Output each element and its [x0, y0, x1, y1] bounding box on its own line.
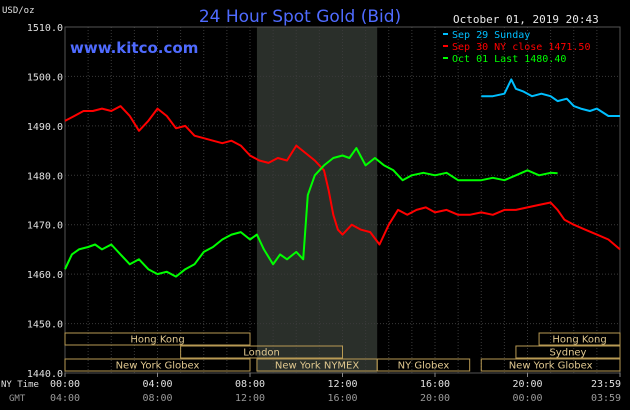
- market-box: [480, 358, 621, 372]
- ny-time-label: NY Time: [1, 380, 39, 390]
- y-axis-ticks: 1440.0 1450.0 1460.0 1470.0 1480.0 1490.0 1500…: [27, 23, 63, 380]
- x-tick-label: 20:00: [512, 379, 542, 390]
- legend-swatch: [443, 33, 448, 35]
- x-axis-ticks: 00:00 04:00 04:00 08:00 08:00 12:00 12:00 16:00…: [50, 373, 621, 404]
- market-hours: Hong Kong London New York Globex New York N…: [64, 332, 621, 372]
- legend-swatch: [443, 57, 448, 59]
- legend-item: Oct 01 Last 1480.40: [452, 54, 566, 65]
- market-label: New York NYMEX: [275, 361, 360, 372]
- market-label: Sydney: [549, 348, 586, 359]
- x-tick-label: 12:00: [327, 379, 357, 390]
- x-tick-label: 16:00: [420, 379, 450, 390]
- legend-item: Sep 30 NY close 1471.50: [452, 42, 590, 53]
- series-line: [481, 78, 620, 117]
- y-tick-label: 1510.0: [27, 23, 63, 34]
- shaded-region: [256, 27, 378, 373]
- grid: [64, 26, 621, 374]
- x-tick-label-gmt: 08:00: [142, 393, 172, 404]
- x-tick-label-gmt: 16:00: [327, 393, 357, 404]
- market-box: [64, 332, 251, 346]
- x-tick-label: 08:00: [235, 379, 265, 390]
- y-tick-label: 1460.0: [27, 270, 63, 281]
- market-label: NY Globex: [398, 361, 450, 372]
- series-line: [64, 147, 558, 278]
- market-box: [180, 345, 343, 359]
- x-tick-label-gmt: 04:00: [50, 393, 80, 404]
- y-tick-label: 1470.0: [27, 221, 63, 232]
- market-label: London: [243, 348, 280, 359]
- legend-swatch: [443, 45, 448, 47]
- gmt-label: GMT: [9, 394, 26, 404]
- x-tick-label-gmt: 03:59: [591, 393, 621, 404]
- market-label: Hong Kong: [552, 335, 606, 346]
- y-tick-label: 1500.0: [27, 72, 63, 83]
- series-line: [64, 105, 621, 251]
- x-tick-label-gmt: 12:00: [235, 393, 265, 404]
- y-axis-unit: USD/oz: [2, 6, 35, 16]
- market-box: [515, 345, 621, 359]
- market-label: Hong Kong: [130, 335, 184, 346]
- market-box: [376, 358, 471, 372]
- market-box: [64, 358, 251, 372]
- nymex-shade: [256, 27, 378, 373]
- market-box: [538, 332, 621, 346]
- legend: Sep 29 Sunday Sep 30 NY close 1471.50 Oc…: [443, 30, 590, 65]
- y-tick-label: 1450.0: [27, 320, 63, 331]
- x-tick-label-gmt: 20:00: [420, 393, 450, 404]
- chart-title: 24 Hour Spot Gold (Bid): [199, 7, 401, 27]
- y-tick-label: 1480.0: [27, 171, 63, 182]
- market-label: New York Globex: [116, 361, 200, 372]
- x-tick-label: 04:00: [142, 379, 172, 390]
- x-tick-label-gmt: 00:00: [512, 393, 542, 404]
- watermark: www.kitco.com: [70, 39, 198, 57]
- x-tick-label: 23:59: [591, 379, 621, 390]
- legend-item: Sep 29 Sunday: [452, 30, 530, 41]
- timestamp: October 01, 2019 20:43: [453, 13, 599, 26]
- market-label: New York Globex: [509, 361, 593, 372]
- y-tick-label: 1440.0: [27, 369, 63, 380]
- series-lines: [64, 78, 621, 278]
- x-tick-label: 00:00: [50, 379, 80, 390]
- y-tick-label: 1490.0: [27, 122, 63, 133]
